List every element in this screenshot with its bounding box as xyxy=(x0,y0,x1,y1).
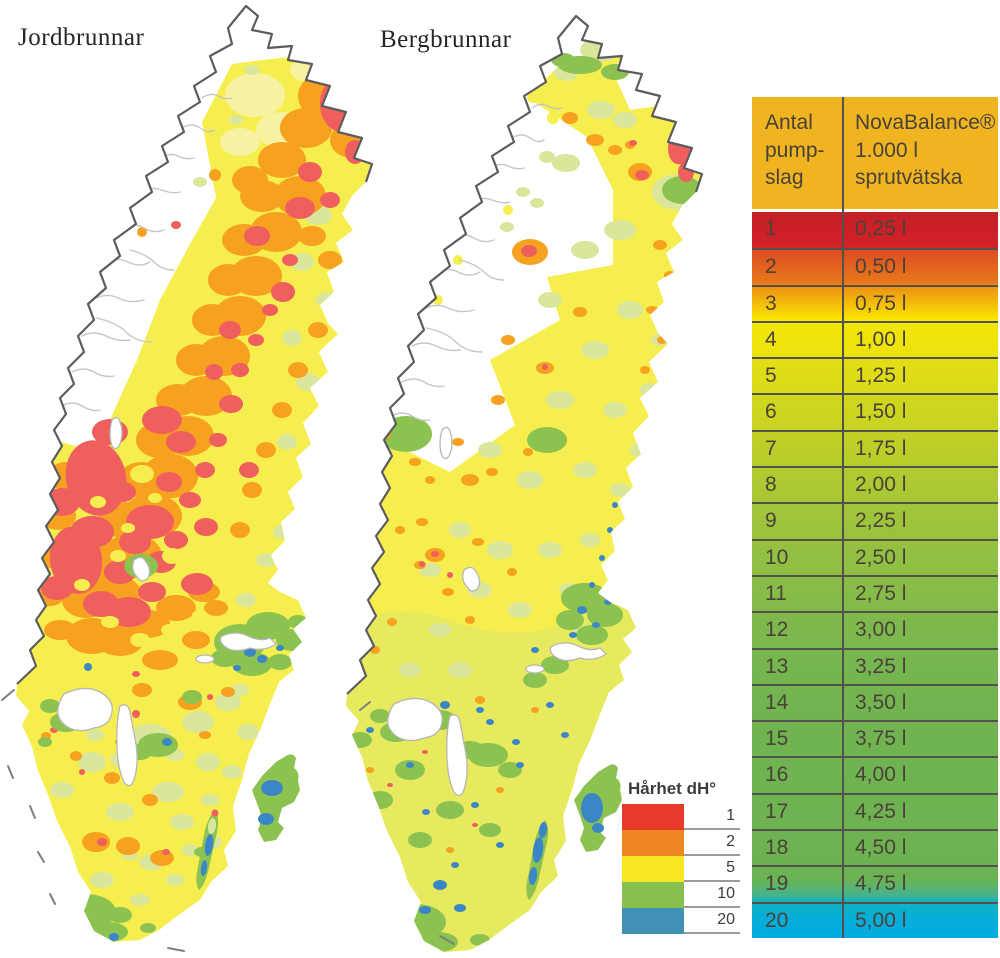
liquid-amount-cell: 4,75 l xyxy=(855,872,907,896)
legend-color-swatch xyxy=(622,830,684,856)
legend-row: 1 xyxy=(622,804,740,830)
liquid-amount-cell: 0,75 l xyxy=(855,291,907,315)
header-body-gap xyxy=(752,209,998,212)
gotland-island xyxy=(252,754,300,842)
liquid-amount-cell: 4,50 l xyxy=(855,836,907,860)
legend-value: 1 xyxy=(684,804,740,830)
liquid-amount-cell: 1,00 l xyxy=(855,327,907,351)
pump-strokes-cell: 20 xyxy=(765,908,789,932)
pump-strokes-cell: 10 xyxy=(765,545,789,569)
coastline-dashes xyxy=(1,689,185,952)
table-row: 4 1,00 l xyxy=(752,320,998,357)
pump-strokes-cell: 3 xyxy=(765,291,777,315)
dosing-table-header: Antal pump- slag NovaBalance® 1.000 l sp… xyxy=(752,97,998,209)
pump-strokes-cell: 6 xyxy=(765,400,777,424)
table-row: 3 0,75 l xyxy=(752,284,998,321)
liquid-amount-cell: 1,75 l xyxy=(855,436,907,460)
legend-row: 20 xyxy=(622,908,740,934)
liquid-amount-cell: 2,25 l xyxy=(855,509,907,533)
liquid-amount-cell: 5,00 l xyxy=(855,908,907,932)
liquid-amount-cell: 3,00 l xyxy=(855,618,907,642)
dosing-table-body: 1 0,25 l 2 0,50 l 3 0,75 l 4 1,00 l 5 1,… xyxy=(752,212,998,938)
pump-strokes-cell: 18 xyxy=(765,836,789,860)
table-row: 19 4,75 l xyxy=(752,865,998,901)
liquid-amount-cell: 3,25 l xyxy=(855,654,907,678)
right-map-title: Bergbrunnar xyxy=(380,26,512,53)
liquid-amount-cell: 3,50 l xyxy=(855,690,907,714)
table-row: 9 2,25 l xyxy=(752,502,998,538)
pump-strokes-cell: 11 xyxy=(765,581,787,605)
pump-strokes-cell: 4 xyxy=(765,327,777,351)
legend-value: 5 xyxy=(684,856,740,882)
table-column-divider xyxy=(842,97,844,938)
legend-value: 2 xyxy=(684,830,740,856)
pump-strokes-cell: 19 xyxy=(765,872,789,896)
legend-value: 20 xyxy=(684,908,740,934)
legend-row: 5 xyxy=(622,856,740,882)
table-row: 13 3,25 l xyxy=(752,647,998,684)
table-row: 7 1,75 l xyxy=(752,429,998,466)
liquid-amount-cell: 3,75 l xyxy=(855,727,907,751)
pump-strokes-cell: 2 xyxy=(765,255,777,279)
pump-strokes-cell: 14 xyxy=(765,690,789,714)
liquid-amount-cell: 4,00 l xyxy=(855,763,907,787)
table-row: 17 4,25 l xyxy=(752,792,998,829)
legend-row: 10 xyxy=(622,882,740,908)
pump-strokes-cell: 9 xyxy=(765,509,777,533)
table-row: 6 1,50 l xyxy=(752,393,998,429)
pump-strokes-cell: 15 xyxy=(765,727,789,751)
liquid-amount-cell: 2,75 l xyxy=(855,581,907,605)
liquid-amount-cell: 0,50 l xyxy=(855,255,907,279)
header-novabalance: NovaBalance® 1.000 l sprutvätska xyxy=(855,111,996,190)
table-row: 1 0,25 l xyxy=(752,212,998,248)
table-row: 16 4,00 l xyxy=(752,756,998,792)
gotland-island xyxy=(574,764,622,852)
table-row: 10 2,50 l xyxy=(752,538,998,575)
pump-strokes-cell: 8 xyxy=(765,473,777,497)
table-row: 14 3,50 l xyxy=(752,683,998,720)
pump-strokes-cell: 16 xyxy=(765,763,789,787)
hardness-legend: Hårhet dH° 1 2 5 10 20 xyxy=(622,779,740,934)
liquid-amount-cell: 2,00 l xyxy=(855,473,907,497)
table-row: 11 2,75 l xyxy=(752,574,998,611)
legend-value: 10 xyxy=(684,882,740,908)
pump-strokes-cell: 5 xyxy=(765,364,777,388)
legend-row: 2 xyxy=(622,830,740,856)
jordbrunnar-map xyxy=(1,4,374,952)
coastline-dashes xyxy=(359,701,455,945)
oland-island xyxy=(196,809,219,890)
legend-color-swatch xyxy=(622,856,684,882)
table-row: 20 5,00 l xyxy=(752,901,998,938)
legend-title: Hårhet dH° xyxy=(628,779,717,798)
pump-strokes-cell: 7 xyxy=(765,436,777,460)
pump-strokes-cell: 12 xyxy=(765,618,789,642)
pump-strokes-cell: 1 xyxy=(765,217,777,240)
header-pump-strokes: Antal pump- slag xyxy=(765,111,825,190)
pump-strokes-cell: 17 xyxy=(765,799,789,823)
liquid-amount-cell: 1,25 l xyxy=(855,364,907,388)
legend-color-swatch xyxy=(622,804,684,830)
table-row: 12 3,00 l xyxy=(752,611,998,647)
legend-color-swatch xyxy=(622,882,684,908)
liquid-amount-cell: 0,25 l xyxy=(855,217,907,240)
table-row: 8 2,00 l xyxy=(752,466,998,502)
liquid-amount-cell: 2,50 l xyxy=(855,545,907,569)
liquid-amount-cell: 4,25 l xyxy=(855,799,907,823)
table-row: 5 1,25 l xyxy=(752,357,998,393)
liquid-amount-cell: 1,50 l xyxy=(855,400,907,424)
table-row: 2 0,50 l xyxy=(752,248,998,284)
dosing-table: Antal pump- slag NovaBalance® 1.000 l sp… xyxy=(752,97,998,938)
table-row: 15 3,75 l xyxy=(752,720,998,756)
oland-island xyxy=(526,820,549,900)
left-map-title: Jordbrunnar xyxy=(18,24,145,51)
legend-color-swatch xyxy=(622,908,684,934)
pump-strokes-cell: 13 xyxy=(765,654,789,678)
table-row: 18 4,50 l xyxy=(752,829,998,865)
